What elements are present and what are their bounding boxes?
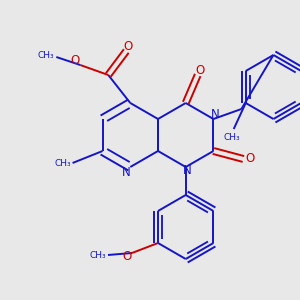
Text: CH₃: CH₃ — [54, 160, 71, 169]
Text: O: O — [71, 55, 80, 68]
Text: O: O — [195, 64, 204, 76]
Text: O: O — [124, 40, 133, 52]
Text: CH₃: CH₃ — [90, 251, 106, 260]
Text: CH₃: CH₃ — [38, 52, 55, 61]
Text: N: N — [211, 109, 220, 122]
Text: N: N — [183, 164, 192, 178]
Text: CH₃: CH₃ — [224, 133, 240, 142]
Text: N: N — [122, 166, 131, 178]
Text: O: O — [246, 152, 255, 166]
Text: O: O — [122, 250, 132, 262]
